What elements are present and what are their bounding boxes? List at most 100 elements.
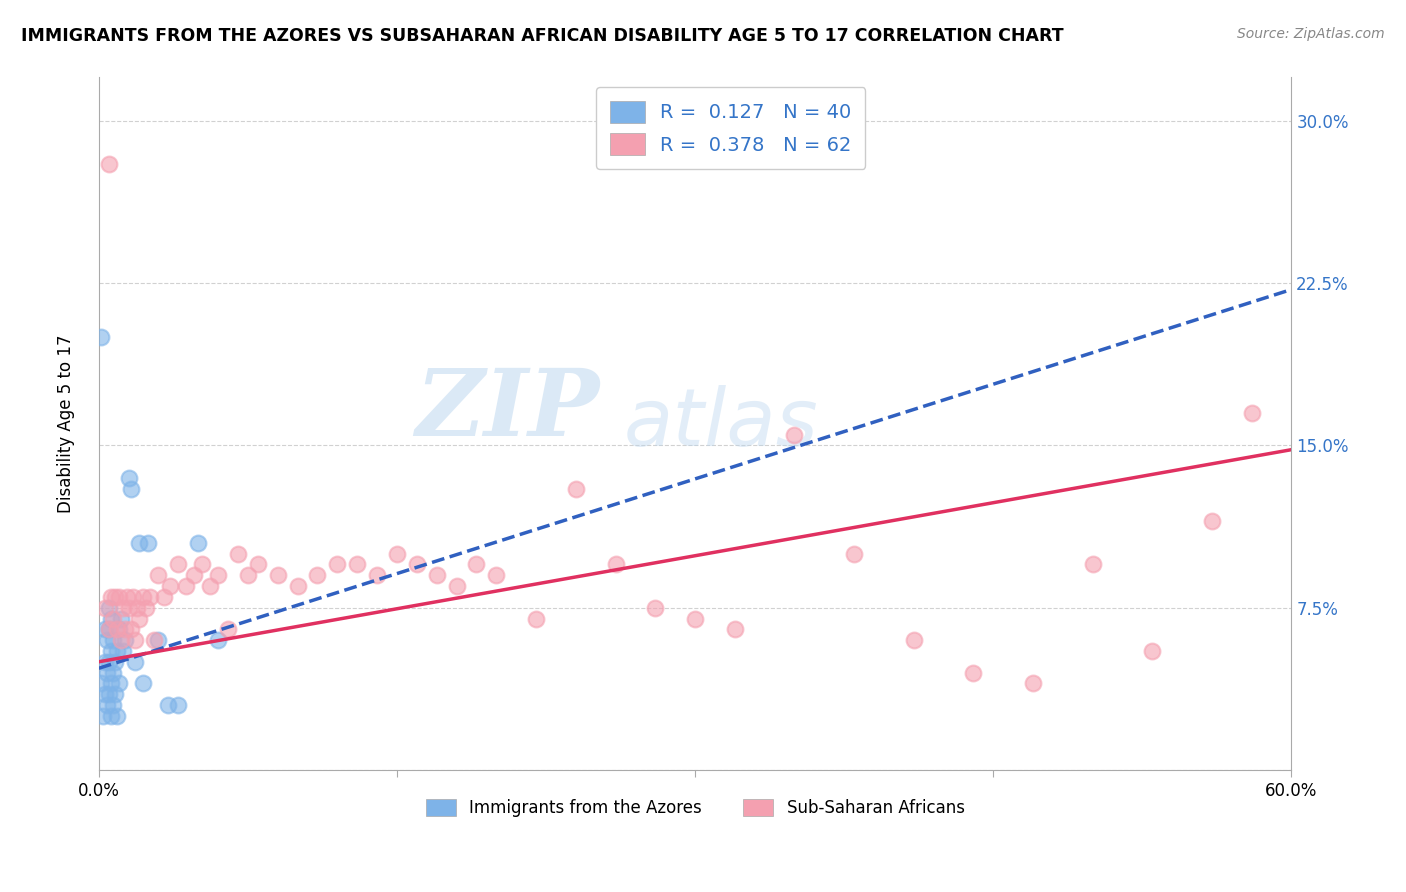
Point [100,709,122,723]
Point [138,535,160,549]
Point [139,590,162,604]
Point [143,633,166,648]
Point [107,590,129,604]
Point [266,568,288,582]
Point [105,623,128,637]
Point [683,611,706,625]
Point [100,644,122,658]
Point [124,655,146,669]
Point [903,633,925,648]
Point [128,535,150,549]
Point [121,590,143,604]
Point [94,655,117,669]
Point [605,558,627,572]
Point [90,330,112,344]
Point [97,623,120,637]
Point [117,471,139,485]
Point [157,698,180,712]
Point [246,558,269,572]
Point [96,633,118,648]
Point [110,611,132,625]
Point [96,665,118,680]
Point [111,644,134,658]
Point [114,623,136,637]
Point [148,633,170,648]
Point [97,600,120,615]
Point [107,623,129,637]
Point [91,709,114,723]
Point [100,676,122,690]
Point [159,579,181,593]
Point [114,633,136,648]
Point [385,547,408,561]
Point [148,568,170,582]
Point [366,568,388,582]
Point [100,590,122,604]
Point [346,558,368,572]
Point [120,623,142,637]
Point [465,558,488,572]
Point [97,623,120,637]
Point [94,687,117,701]
Point [446,579,468,593]
Point [120,482,142,496]
Point [125,600,148,615]
Point [287,579,309,593]
Point [97,157,120,171]
Point [724,623,747,637]
Point [94,600,117,615]
Legend: Immigrants from the Azores, Sub-Saharan Africans: Immigrants from the Azores, Sub-Saharan … [419,792,972,824]
Point [1201,514,1223,528]
Point [96,698,118,712]
Point [426,568,449,582]
Point [131,676,153,690]
Point [167,558,190,572]
Point [135,600,157,615]
Point [226,547,249,561]
Point [183,568,205,582]
Text: ZIP: ZIP [415,365,600,455]
Point [111,600,134,615]
Point [326,558,349,572]
Point [207,568,229,582]
Point [1081,558,1104,572]
Point [101,698,124,712]
Point [191,558,214,572]
Point [174,579,197,593]
Y-axis label: Disability Age 5 to 17: Disability Age 5 to 17 [58,334,75,513]
Point [405,558,427,572]
Point [124,633,146,648]
Point [207,633,229,648]
Point [117,600,139,615]
Point [236,568,259,582]
Point [783,427,806,442]
Point [167,698,190,712]
Point [110,633,132,648]
Point [565,482,588,496]
Point [217,623,239,637]
Point [198,579,221,593]
Point [485,568,508,582]
Point [153,590,176,604]
Point [524,611,547,625]
Point [101,611,124,625]
Point [842,547,865,561]
Text: IMMIGRANTS FROM THE AZORES VS SUBSAHARAN AFRICAN DISABILITY AGE 5 TO 17 CORRELAT: IMMIGRANTS FROM THE AZORES VS SUBSAHARAN… [21,27,1064,45]
Point [962,665,984,680]
Point [94,623,117,637]
Point [107,676,129,690]
Point [101,633,124,648]
Point [90,676,112,690]
Point [644,600,666,615]
Point [100,611,122,625]
Point [1022,676,1045,690]
Point [131,590,153,604]
Point [97,655,120,669]
Point [1140,644,1163,658]
Point [97,687,120,701]
Point [1240,406,1263,420]
Point [104,687,127,701]
Point [187,535,209,549]
Text: Source: ZipAtlas.com: Source: ZipAtlas.com [1237,27,1385,41]
Point [104,590,127,604]
